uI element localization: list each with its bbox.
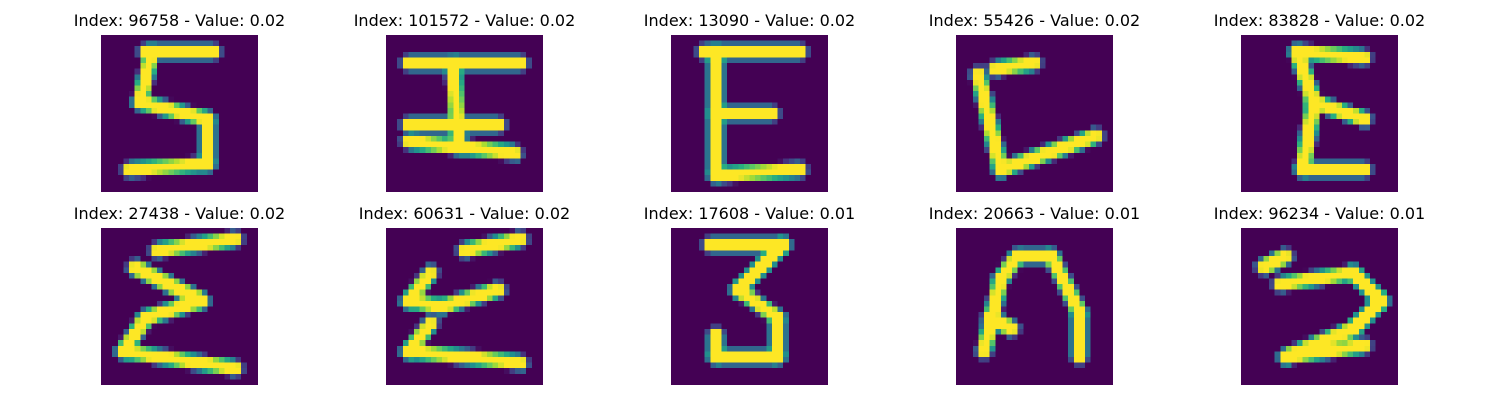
digit-image	[101, 228, 258, 385]
image-cell: Index: 96758 - Value: 0.02	[37, 12, 322, 202]
image-title: Index: 60631 - Value: 0.02	[358, 204, 571, 223]
image-cell: Index: 96234 - Value: 0.01	[1177, 205, 1462, 395]
image-cell: Index: 60631 - Value: 0.02	[322, 205, 607, 395]
image-title: Index: 83828 - Value: 0.02	[1213, 11, 1426, 30]
image-cell: Index: 101572 - Value: 0.02	[322, 12, 607, 202]
digit-image	[386, 228, 543, 385]
image-title: Index: 96758 - Value: 0.02	[73, 11, 286, 30]
image-cell: Index: 17608 - Value: 0.01	[607, 205, 892, 395]
image-title: Index: 27438 - Value: 0.02	[73, 204, 286, 223]
image-title: Index: 20663 - Value: 0.01	[928, 204, 1141, 223]
image-title: Index: 55426 - Value: 0.02	[928, 11, 1141, 30]
image-title: Index: 101572 - Value: 0.02	[353, 11, 576, 30]
digit-image	[386, 35, 543, 192]
image-cell: Index: 55426 - Value: 0.02	[892, 12, 1177, 202]
image-title: Index: 96234 - Value: 0.01	[1213, 204, 1426, 223]
digit-image	[671, 228, 828, 385]
digit-image	[1241, 228, 1398, 385]
digit-image	[1241, 35, 1398, 192]
digit-image	[671, 35, 828, 192]
digit-image	[101, 35, 258, 192]
image-cell: Index: 13090 - Value: 0.02	[607, 12, 892, 202]
image-title: Index: 13090 - Value: 0.02	[643, 11, 856, 30]
digit-image	[956, 228, 1113, 385]
digit-image	[956, 35, 1113, 192]
image-cell: Index: 27438 - Value: 0.02	[37, 205, 322, 395]
image-cell: Index: 83828 - Value: 0.02	[1177, 12, 1462, 202]
image-title: Index: 17608 - Value: 0.01	[643, 204, 856, 223]
image-cell: Index: 20663 - Value: 0.01	[892, 205, 1177, 395]
